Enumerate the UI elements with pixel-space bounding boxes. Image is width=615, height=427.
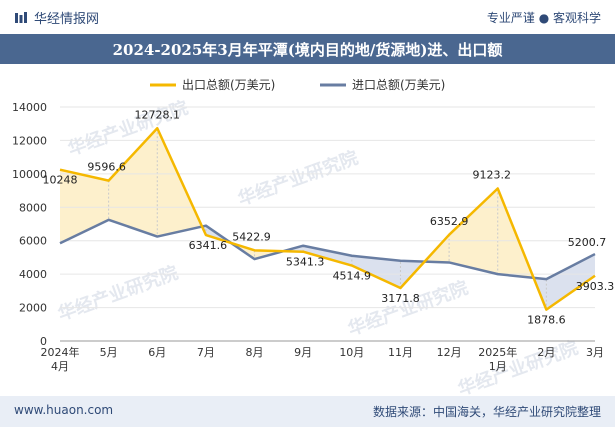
export-series-line (59, 127, 596, 311)
import-series-line (59, 218, 596, 281)
brand-logo-icon (15, 11, 27, 23)
legend-label-export: 出口总额(万美元) (182, 78, 275, 92)
x-tick-label: 9月 (294, 346, 312, 359)
x-tick-label: 2025年 (478, 345, 517, 359)
area-fill-segment (108, 128, 158, 237)
export-data-label: 3171.8 (381, 292, 420, 305)
area-fill-segment (303, 245, 352, 266)
x-tick-label: 8月 (246, 346, 264, 359)
export-data-label: 5341.3 (286, 256, 325, 269)
brand: 华经情报网 (14, 8, 99, 27)
x-tick-label: 12月 (437, 346, 462, 359)
export-data-label: 6352.9 (430, 215, 469, 228)
area-fill-segment (351, 255, 401, 288)
export-data-label: 3903.3 (576, 280, 615, 293)
watermark-text: 华经产业研究院 (345, 276, 471, 340)
x-tick-label: 11月 (388, 346, 413, 359)
brand-name: 华经情报网 (34, 12, 100, 27)
export-data-label: 6341.6 (189, 239, 228, 252)
area-fill-segment (546, 254, 595, 310)
legend: 出口总额(万美元) 进口总额(万美元) (150, 78, 445, 92)
chart-title: 2024-2025年3月年平潭(境内目的地/货源地)进、出口额 (0, 34, 615, 64)
export-data-label: 12728.1 (135, 108, 181, 121)
legend-label-import: 进口总额(万美元) (352, 78, 445, 92)
y-tick-label: 12000 (12, 134, 47, 147)
x-tick-label: 5月 (100, 346, 118, 359)
y-tick-label: 2000 (19, 302, 47, 315)
x-tick-label: 3月 (586, 346, 604, 359)
x-tick-label: 7月 (197, 346, 215, 359)
website-link[interactable]: www.huaon.com (14, 403, 114, 417)
footer: www.huaon.com 数据来源：中国海关，华经产业研究院整理 (0, 396, 615, 427)
area-fill-segment (449, 188, 498, 275)
watermark-text: 华经产业研究院 (55, 261, 181, 325)
export-data-label: 9596.6 (87, 161, 126, 174)
y-tick-label: 0 (40, 335, 47, 348)
y-tick-label: 4000 (19, 268, 47, 281)
x-tick-label: 1月 (489, 360, 507, 373)
data-source: 数据来源：中国海关，华经产业研究院整理 (372, 405, 601, 419)
y-tick-label: 10000 (12, 168, 47, 181)
x-tick-label: 10月 (339, 346, 364, 359)
export-data-label: 1878.6 (527, 314, 566, 327)
x-tick-label: 2月 (537, 346, 555, 359)
watermark-text: 华经产业研究院 (65, 96, 191, 160)
import-data-label: 5200.7 (568, 236, 607, 249)
y-tick-label: 14000 (12, 101, 47, 114)
export-data-label: 4514.9 (333, 270, 372, 283)
y-tick-label: 6000 (19, 235, 47, 248)
x-tick-label: 2024年 (41, 345, 80, 359)
x-tick-label: 6月 (148, 346, 166, 359)
export-data-label: 5422.9 (232, 230, 271, 243)
y-tick-label: 8000 (19, 201, 47, 214)
tagline: 专业严谨 ● 客观科学 (486, 11, 601, 25)
x-tick-label: 4月 (51, 360, 69, 373)
export-data-label: 10248 (43, 174, 78, 187)
export-data-label: 9123.2 (472, 169, 511, 182)
top-bar: 华经情报网 专业严谨 ● 客观科学 (0, 0, 615, 35)
data-labels: 10248 9596.6 12728.1 6341.6 5422.9 5341.3 4514… (43, 108, 615, 326)
watermark-text: 华经产业研究院 (235, 146, 361, 210)
series-lines (59, 127, 596, 311)
watermark-text: 华经产业研究院 (455, 336, 581, 396)
